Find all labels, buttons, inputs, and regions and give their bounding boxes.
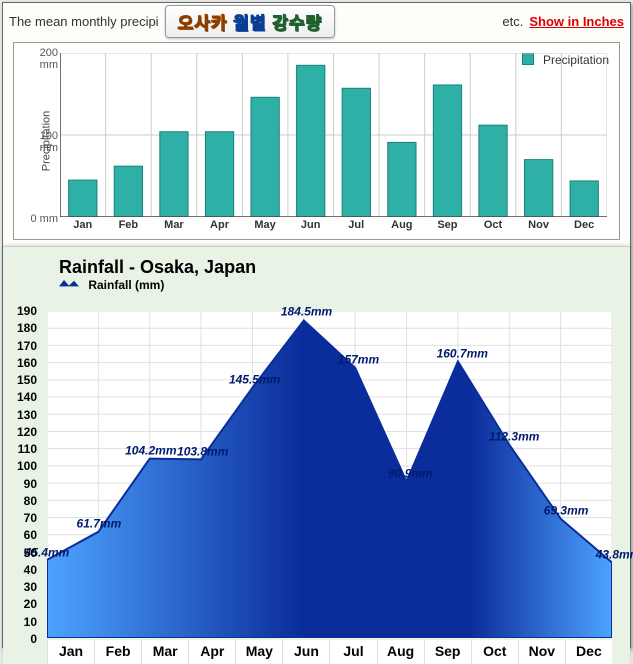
bar-chart-xtick: Jul <box>333 219 379 237</box>
bar-chart-ytick: 100 mm <box>30 130 58 154</box>
area-chart-ytick: 60 <box>11 528 37 542</box>
area-chart-ytick: 30 <box>11 580 37 594</box>
etc-text: etc. <box>502 14 523 29</box>
area-chart-ytick: 80 <box>11 494 37 508</box>
area-chart-ytick: 0 <box>11 632 37 646</box>
bar-chart-xtick: May <box>242 219 288 237</box>
bar-chart-ytick: 0 mm <box>30 213 58 225</box>
area-chart-ytick: 10 <box>11 615 37 629</box>
intro-text: The mean monthly precipi <box>9 14 159 29</box>
area-chart-xtick: Jul <box>329 640 376 664</box>
area-chart-ytick: 120 <box>11 425 37 439</box>
area-chart-data-label: 43.8mm <box>596 548 633 562</box>
rainfall-swatch-icon <box>59 280 79 288</box>
bar-chart-xtick: Feb <box>106 219 152 237</box>
area-chart-ytick: 90 <box>11 477 37 491</box>
area-chart-data-label: 112.3mm <box>489 430 539 444</box>
area-chart-xtick: Feb <box>94 640 141 664</box>
area-chart-xtick: Jun <box>282 640 329 664</box>
area-chart-xtick: Aug <box>377 640 424 664</box>
show-inches-link[interactable]: Show in Inches <box>529 14 624 29</box>
area-chart-ytick: 40 <box>11 563 37 577</box>
area-chart-xtick: Dec <box>565 640 612 664</box>
area-chart-title: Rainfall - Osaka, Japan <box>3 247 630 278</box>
area-chart-xaxis: JanFebMarAprMayJunJulAugSepOctNovDec <box>47 640 612 664</box>
area-chart-ytick: 190 <box>11 304 37 318</box>
area-chart-data-label: 90.9mm <box>388 467 433 481</box>
area-chart-panel: Rainfall - Osaka, Japan Rainfall (mm) 45… <box>3 246 630 664</box>
area-chart-data-label: 157mm <box>338 353 379 367</box>
area-chart-ytick: 50 <box>11 546 37 560</box>
bar-chart-xtick: Jun <box>288 219 334 237</box>
badge-word-3: 강수량 <box>272 14 322 33</box>
area-chart-xtick: Sep <box>424 640 471 664</box>
area-chart-ytick: 140 <box>11 390 37 404</box>
bar-chart-xtick: Apr <box>197 219 243 237</box>
area-chart-ytick: 180 <box>11 321 37 335</box>
area-chart-data-label: 69.3mm <box>544 504 589 518</box>
bar-chart-ytick: 200 mm <box>30 47 58 71</box>
area-chart-data-label: 61.7mm <box>77 517 122 531</box>
area-chart-xtick: Mar <box>141 640 188 664</box>
area-chart-ytick: 150 <box>11 373 37 387</box>
area-chart-plot-area: 45.4mm61.7mm104.2mm103.8mm145.5mm184.5mm… <box>47 311 612 638</box>
area-chart-xtick: May <box>235 640 282 664</box>
area-chart-ytick: 20 <box>11 597 37 611</box>
area-chart-xtick: Apr <box>188 640 235 664</box>
area-chart-data-label: 103.8mm <box>177 444 228 458</box>
bar-chart-xtick: Sep <box>425 219 471 237</box>
area-chart-data-label: 184.5mm <box>281 305 332 319</box>
bar-chart-xtick: Dec <box>561 219 607 237</box>
area-chart-data-label: 104.2mm <box>125 444 176 458</box>
area-chart-data-label: 160.7mm <box>437 346 488 360</box>
area-chart-ytick: 70 <box>11 511 37 525</box>
area-chart-legend-label: Rainfall (mm) <box>88 278 164 292</box>
bar-chart-xtick: Oct <box>470 219 516 237</box>
area-chart-xtick: Jan <box>47 640 94 664</box>
bar-chart-xtick: Jan <box>60 219 106 237</box>
area-chart-xtick: Nov <box>518 640 565 664</box>
bar-chart-xtick: Nov <box>516 219 562 237</box>
area-chart-legend: Rainfall (mm) <box>59 278 630 292</box>
bar-chart-panel: Precipitation Precipitation JanFebMarApr… <box>13 42 620 240</box>
bar-chart-xtick: Aug <box>379 219 425 237</box>
badge-word-1: 오사카 <box>178 14 228 33</box>
bar-chart-xtick: Mar <box>151 219 197 237</box>
area-chart-ytick: 130 <box>11 408 37 422</box>
area-chart-ytick: 160 <box>11 356 37 370</box>
page-root: The mean monthly precipi 오사카 월별 강수량 etc.… <box>2 2 631 648</box>
area-chart-xtick: Oct <box>471 640 518 664</box>
bar-chart-xaxis: JanFebMarAprMayJunJulAugSepOctNovDec <box>60 219 607 237</box>
header-row: The mean monthly precipi 오사카 월별 강수량 etc.… <box>3 3 630 40</box>
badge-word-2: 월별 <box>233 14 266 33</box>
area-chart-data-label: 145.5mm <box>229 372 280 386</box>
title-badge: 오사카 월별 강수량 <box>165 5 336 38</box>
area-chart-ytick: 100 <box>11 459 37 473</box>
area-chart-ytick: 170 <box>11 339 37 353</box>
bar-chart-plot-area <box>60 53 607 217</box>
area-chart-ytick: 110 <box>11 442 37 456</box>
